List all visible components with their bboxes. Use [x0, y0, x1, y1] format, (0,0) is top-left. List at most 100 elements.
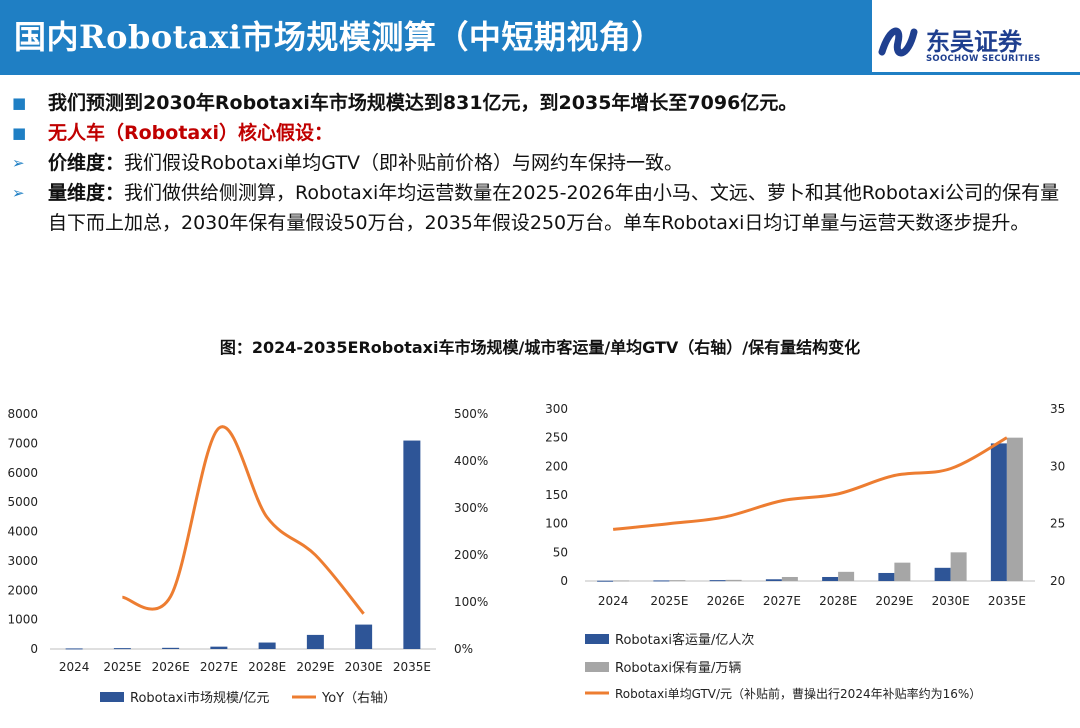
- left-axis-tick-label: 4000: [7, 525, 38, 539]
- bar-ridership: [709, 580, 726, 582]
- left-axis-tick-label: 150: [545, 488, 568, 502]
- x-axis-tick-label: 2025E: [650, 594, 688, 608]
- x-axis-tick-label: 2028E: [819, 594, 857, 608]
- bar-fleet: [894, 562, 911, 581]
- bar-fleet: [781, 576, 798, 581]
- bullet-list: ■ 我们预测到2030年Robotaxi车市场规模达到831亿元，到2035年增…: [10, 88, 1072, 238]
- x-axis-tick-label: 2030E: [345, 660, 383, 674]
- bar-ridership: [934, 567, 951, 581]
- bar-fleet: [725, 579, 742, 581]
- left-axis-tick-label: 0: [560, 574, 568, 588]
- legend-label-gtv: Robotaxi单均GTV/元（补贴前，曹操出行2024年补贴率约为16%）: [615, 686, 981, 701]
- right-axis-tick-label: 30: [1050, 459, 1065, 473]
- x-axis-tick-label: 2026E: [152, 660, 190, 674]
- bullet-price-text: 我们假设Robotaxi单均GTV（即补贴前价格）与网约车保持一致。: [124, 152, 683, 174]
- arrow-bullet-icon: ➢: [12, 154, 25, 172]
- bar-ridership: [878, 572, 895, 581]
- left-axis-tick-label: 3000: [7, 554, 38, 568]
- logo-mark-icon: [878, 27, 918, 57]
- left-axis-tick-label: 5000: [7, 495, 38, 509]
- square-bullet-icon: ■: [12, 94, 27, 112]
- left-axis-tick-label: 250: [545, 431, 568, 445]
- bar-fleet: [950, 552, 967, 581]
- legend-label-yoy: YoY（右轴）: [321, 691, 396, 706]
- x-axis-tick-label: 2026E: [707, 594, 745, 608]
- logo-name: 东吴证券: [926, 27, 1022, 56]
- x-axis-tick-label: 2028E: [248, 660, 286, 674]
- right-axis-tick-label: 35: [1050, 402, 1065, 416]
- x-axis-tick-label: 2029E: [296, 660, 334, 674]
- bullet-price: ➢ 价维度：我们假设Robotaxi单均GTV（即补贴前价格）与网约车保持一致。: [10, 148, 1072, 178]
- left-axis-tick-label: 200: [545, 459, 568, 473]
- bar-market-size: [113, 648, 131, 650]
- x-axis-tick-label: 2024: [598, 594, 629, 608]
- left-axis-tick-label: 100: [545, 517, 568, 531]
- right-axis-tick-label: 100%: [454, 595, 488, 609]
- line-yoy: [122, 425, 365, 615]
- bar-ridership: [597, 580, 614, 582]
- bullet-volume-text: 我们做供给侧测算，Robotaxi年均运营数量在2025-2026年由小马、文远…: [48, 182, 1060, 234]
- bar-fleet: [1006, 437, 1023, 581]
- bar-market-size: [403, 440, 421, 649]
- bar-fleet: [613, 580, 630, 582]
- bar-market-size: [355, 624, 373, 649]
- bar-market-size: [210, 646, 228, 649]
- left-axis-tick-label: 2000: [7, 583, 38, 597]
- legend-swatch-ridership: [585, 634, 609, 644]
- legend-label-ridership: Robotaxi客运量/亿人次: [615, 632, 754, 648]
- bar-market-size: [306, 634, 324, 649]
- bar-ridership: [990, 443, 1007, 581]
- x-axis-tick-label: 2025E: [103, 660, 141, 674]
- x-axis-tick-label: 2024: [59, 660, 90, 674]
- left-axis-tick-label: 50: [553, 545, 568, 559]
- x-axis-tick-label: 2027E: [200, 660, 238, 674]
- x-axis-tick-label: 2029E: [875, 594, 913, 608]
- bullet-forecast: ■ 我们预测到2030年Robotaxi车市场规模达到831亿元，到2035年增…: [10, 88, 1072, 118]
- page-title: 国内Robotaxi市场规模测算（中短期视角）: [14, 18, 664, 56]
- left-axis-tick-label: 1000: [7, 613, 38, 627]
- right-axis-tick-label: 400%: [454, 454, 488, 468]
- bar-ridership: [653, 580, 670, 582]
- x-axis-tick-label: 2035E: [393, 660, 431, 674]
- bar-ridership: [822, 576, 839, 581]
- bullet-volume: ➢ 量维度：我们做供给侧测算，Robotaxi年均运营数量在2025-2026年…: [10, 178, 1072, 238]
- left-axis-tick-label: 0: [30, 642, 38, 656]
- legend-label-fleet: Robotaxi保有量/万辆: [615, 661, 741, 676]
- legend-swatch-fleet: [585, 662, 609, 672]
- right-axis-tick-label: 300%: [454, 501, 488, 515]
- line-gtv: [612, 436, 1008, 531]
- right-axis-tick-label: 200%: [454, 548, 488, 562]
- x-axis-tick-label: 2035E: [988, 594, 1026, 608]
- arrow-bullet-icon: ➢: [12, 184, 25, 202]
- bar-market-size: [65, 648, 83, 650]
- bar-market-size: [258, 642, 276, 649]
- x-axis-tick-label: 2030E: [932, 594, 970, 608]
- company-logo: 东吴证券 SOOCHOW SECURITIES: [876, 20, 1076, 68]
- logo-subtitle: SOOCHOW SECURITIES: [926, 54, 1041, 64]
- bullet-volume-label: 量维度：: [48, 182, 125, 204]
- header-bar: 国内Robotaxi市场规模测算（中短期视角）: [0, 0, 872, 72]
- figure-caption: 图：2024-2035ERobotaxi车市场规模/城市客运量/单均GTV（右轴…: [219, 338, 861, 357]
- right-axis-tick-label: 25: [1050, 517, 1065, 531]
- legend-label-market-size: Robotaxi市场规模/亿元: [130, 690, 269, 706]
- legend-swatch-market-size: [100, 692, 124, 702]
- bar-market-size: [162, 647, 180, 649]
- bullet-forecast-text: 我们预测到2030年Robotaxi车市场规模达到831亿元，到2035年增长至…: [48, 92, 798, 114]
- left-axis-tick-label: 8000: [7, 407, 38, 421]
- bullet-assumptions: ■ 无人车（Robotaxi）核心假设：: [10, 118, 1072, 148]
- left-axis-tick-label: 6000: [7, 466, 38, 480]
- header-underline: [0, 72, 1080, 75]
- left-axis-tick-label: 300: [545, 402, 568, 416]
- right-axis-tick-label: 20: [1050, 574, 1065, 588]
- bar-ridership: [765, 579, 782, 581]
- x-axis-tick-label: 2027E: [763, 594, 801, 608]
- right-axis-tick-label: 0%: [454, 642, 473, 656]
- bullet-assumptions-text: 无人车（Robotaxi）核心假设：: [48, 122, 334, 144]
- bullet-price-label: 价维度：: [48, 152, 125, 174]
- bar-fleet: [838, 571, 855, 581]
- right-axis-tick-label: 500%: [454, 407, 488, 421]
- square-bullet-icon: ■: [12, 124, 27, 142]
- left-axis-tick-label: 7000: [7, 436, 38, 450]
